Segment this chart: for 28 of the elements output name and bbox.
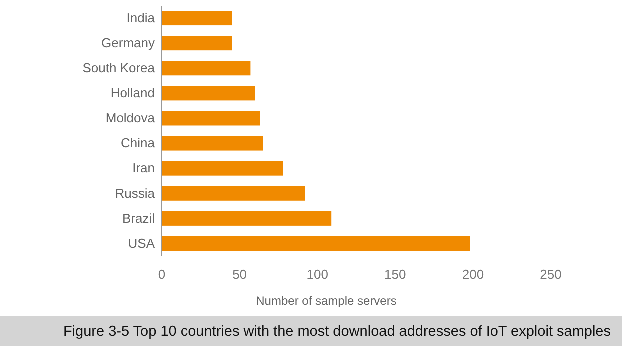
- x-tick-label: 250: [540, 267, 562, 282]
- y-tick-label: Iran: [132, 160, 155, 176]
- x-tick-label: 200: [462, 267, 484, 282]
- bar: [162, 36, 232, 51]
- y-tick-label: Brazil: [122, 210, 156, 226]
- bar: [162, 86, 256, 101]
- bar: [162, 61, 251, 76]
- bar: [162, 11, 232, 26]
- y-tick-label: Germany: [102, 35, 156, 50]
- y-tick-label: China: [121, 136, 156, 151]
- y-tick-label: Moldova: [106, 110, 156, 126]
- x-tick-label: 50: [232, 267, 248, 282]
- caption: Figure 3-5 Top 10 countries with the most download addresses of IoT exploit samples: [63, 324, 611, 340]
- x-tick-label: 150: [384, 267, 406, 282]
- bar: [162, 111, 260, 126]
- bar: [162, 136, 264, 151]
- bar: [162, 211, 332, 226]
- bar: [162, 161, 284, 176]
- x-tick-label: 0: [158, 267, 166, 282]
- y-tick-label: India: [126, 10, 156, 26]
- y-tick-label: Holland: [110, 86, 155, 101]
- bar: [162, 186, 306, 201]
- y-tick-label: USA: [128, 236, 156, 251]
- y-tick-label: Russia: [115, 186, 156, 201]
- x-axis-title: Number of sample servers: [256, 294, 397, 308]
- bar: [162, 236, 470, 251]
- x-tick-label: 100: [306, 267, 328, 282]
- y-tick-label: South Korea: [82, 60, 156, 76]
